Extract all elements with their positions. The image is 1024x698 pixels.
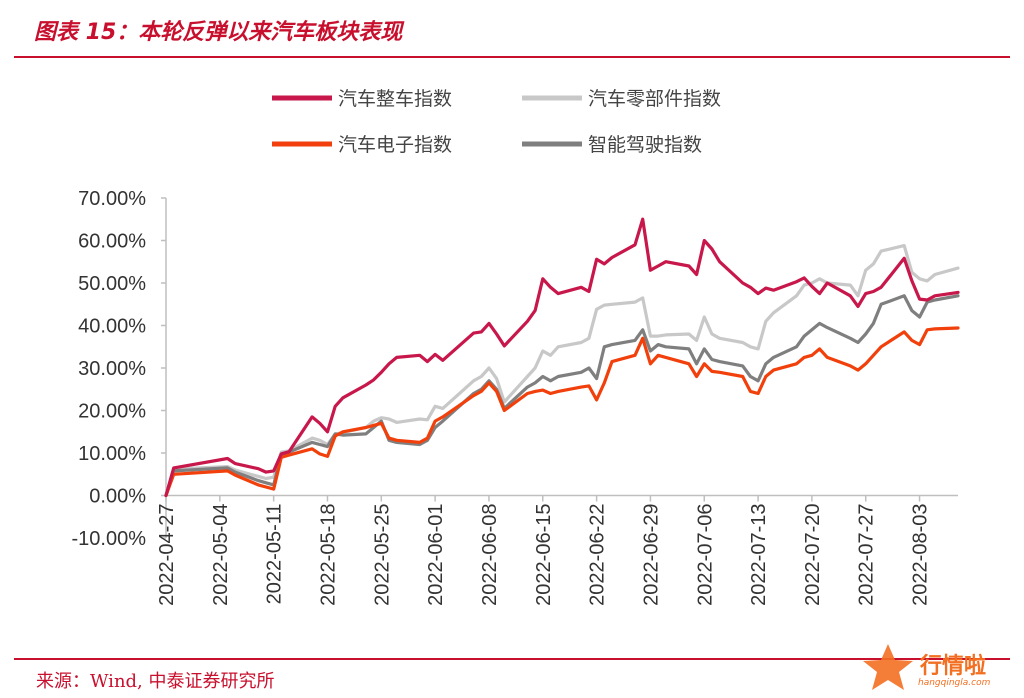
y-tick-label: 30.00% [78,358,146,380]
bottom-divider [14,658,1010,660]
x-tick-label: 2022-07-27 [856,504,878,606]
y-tick-label: 50.00% [78,273,146,295]
x-tick-label: 2022-07-13 [748,504,770,606]
chart-legend: 汽车整车指数 汽车零部件指数 汽车电子指数 智能驾驶指数 [272,88,721,156]
series-line-vehicle [164,217,960,498]
x-tick-label: 2022-08-03 [910,504,932,606]
legend-item-electronics: 汽车电子指数 [272,134,452,156]
y-tick-label: 60.00% [78,231,146,253]
x-tick-label: 2022-06-08 [479,504,501,606]
series-line-autonomous [164,294,960,498]
source-note: 来源：Wind, 中泰证券研究所 [36,671,275,692]
x-tick-label: 2022-07-20 [802,504,824,606]
x-tick-label: 2022-04-27 [156,504,178,606]
watermark-name: 行情啦 [920,654,987,679]
watermark-logo [863,644,913,690]
y-tick-label: 0.00% [89,486,146,508]
chart-title: 图表 15：本轮反弹以来汽车板块表现 [34,20,403,45]
y-axis: 70.00% 60.00% 50.00% 40.00% 30.00% 20.00% 10.0… [72,188,167,550]
x-tick-label: 2022-06-15 [533,504,555,606]
x-tick-label: 2022-06-29 [640,504,662,606]
x-tick-label: 2022-05-11 [264,504,286,605]
series-line-parts [164,244,960,498]
x-axis: 2022-04-27 2022-05-04 2022-05-11 2022-05-18… [156,494,958,606]
legend-label-autonomous: 智能驾驶指数 [588,134,702,156]
y-tick-label: 20.00% [78,401,146,423]
legend-label-vehicle: 汽车整车指数 [338,88,452,110]
legend-label-electronics: 汽车电子指数 [338,134,452,156]
x-tick-label: 2022-05-04 [210,504,232,606]
y-tick-label: -10.00% [72,528,147,550]
top-divider [14,56,1010,58]
series-line-electronics [164,326,960,498]
x-tick-label: 2022-06-01 [425,504,447,606]
y-tick-label: 40.00% [78,316,146,338]
legend-label-parts: 汽车零部件指数 [588,88,721,110]
legend-item-vehicle: 汽车整车指数 [272,88,452,110]
star-icon [863,644,913,690]
legend-item-parts: 汽车零部件指数 [522,88,721,110]
y-tick-label: 70.00% [78,188,146,210]
x-tick-label: 2022-05-18 [317,504,339,606]
watermark-url: hangqingla.com [918,678,991,688]
x-tick-label: 2022-06-22 [587,504,609,606]
x-tick-label: 2022-05-25 [371,504,393,606]
line-chart: 汽车整车指数 汽车零部件指数 汽车电子指数 智能驾驶指数 70.00% 60.00… [72,88,960,606]
y-tick-label: 10.00% [78,443,146,465]
series-lines [164,217,960,498]
x-tick-label: 2022-07-06 [694,504,716,606]
legend-item-autonomous: 智能驾驶指数 [522,134,702,156]
